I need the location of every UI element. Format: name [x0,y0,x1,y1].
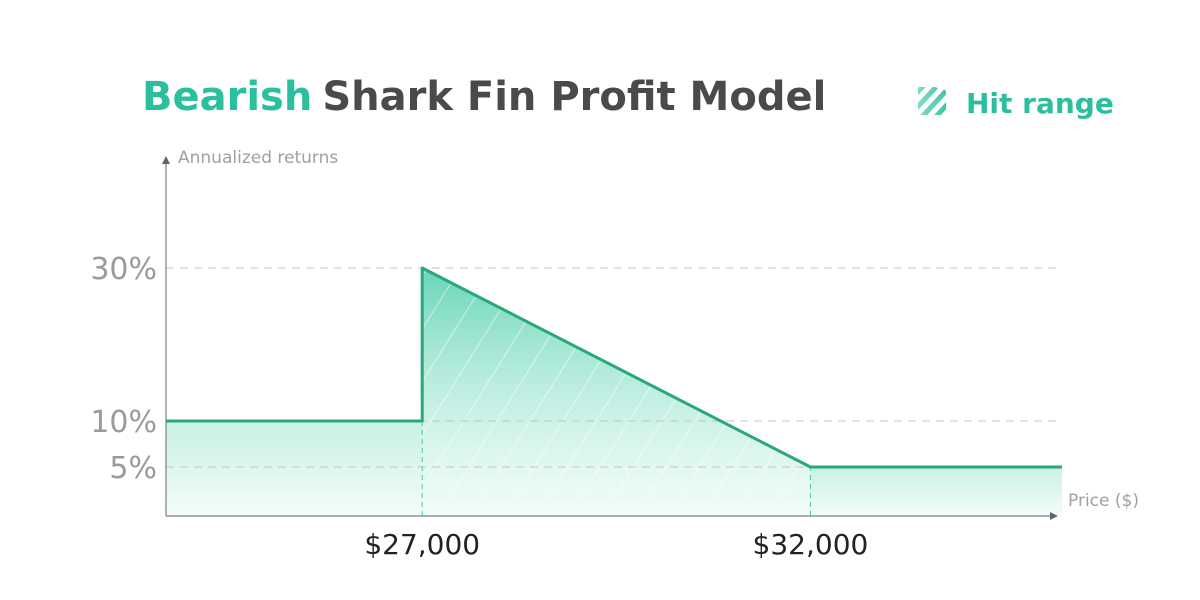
hatch-legend-icon [918,87,946,115]
y-axis-label: Annualized returns [178,148,338,168]
left-area-fill [166,421,423,516]
x-tick-label: $27,000 [364,528,480,561]
y-axis-arrow-icon [162,156,170,164]
x-tick-label: $32,000 [753,528,869,561]
title-highlight: Bearish [142,74,312,120]
legend-label: Hit range [966,87,1114,120]
y-tick-label: 30% [90,252,157,287]
legend: Hit range [918,87,1114,120]
hit-range-hatch [422,268,811,516]
x-axis-arrow-icon [1050,512,1058,520]
y-tick-label: 5% [109,451,157,486]
title-rest: Shark Fin Profit Model [322,74,826,120]
chart-title: Bearish Shark Fin Profit Model [142,74,826,120]
x-axis-label: Price ($) [1068,491,1139,511]
series-line [166,266,1062,469]
y-tick-label: 10% [90,405,157,440]
right-area-fill [810,467,1062,516]
